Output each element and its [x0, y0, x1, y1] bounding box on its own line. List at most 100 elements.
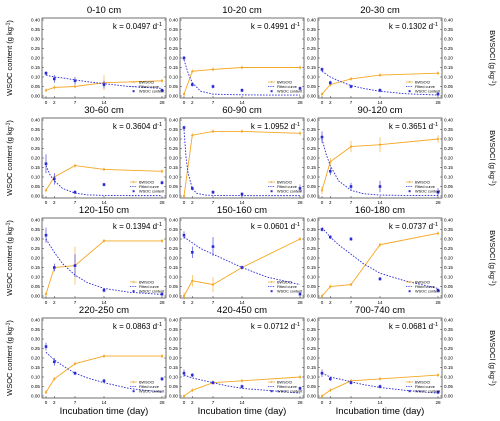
k-unit-superscript: -1: [433, 222, 438, 228]
point-bwsoc: [160, 355, 164, 358]
y-tick-label: 0.05: [31, 184, 40, 189]
y-tick-label-right: 0.05: [444, 384, 453, 389]
panel-title: 220-250 cm: [79, 305, 129, 316]
y-tick-label: 0.20: [31, 56, 40, 61]
point-wsoc: [320, 135, 324, 139]
x-tick-label: 14: [239, 100, 245, 105]
chart-panel-160-180-cm: 160-180 cm 0.00 0.00 0.05 0.05 0.10 0.10 0.15 0.…: [307, 205, 453, 305]
x-tick-label: 28: [159, 100, 165, 105]
point-wsoc: [160, 377, 164, 381]
y-tick-label: 0.10: [31, 75, 40, 80]
y-tick-label: 0.05: [169, 384, 178, 389]
y-tick-label: 0.20: [169, 156, 178, 161]
point-bwsoc: [182, 194, 186, 198]
k-unit-superscript: -1: [433, 322, 438, 328]
point-wsoc: [182, 56, 186, 60]
x-tick-label: 2: [53, 200, 56, 205]
y-tick-label: 0.20: [169, 356, 178, 361]
legend-label: BWSOCl: [277, 280, 292, 284]
point-wsoc: [240, 192, 244, 196]
point-bwsoc: [298, 375, 302, 379]
y-axis-label-left: WSOC content (g kg-1): [5, 120, 14, 196]
y-tick-label: 0.10: [307, 275, 316, 280]
y-tick-label: 0.05: [31, 84, 40, 89]
x-tick-label: 7: [212, 400, 215, 405]
y-tick-label: 0.25: [307, 346, 316, 351]
point-wsoc: [52, 266, 56, 269]
y-tick-label: 0.15: [169, 65, 178, 70]
y-tick-label-right: 0.00: [444, 194, 453, 199]
k-annotation: k = 0.4991 d-1: [251, 22, 300, 31]
y-tick-label-right: 0.15: [444, 265, 453, 270]
panel-title: 90-120 cm: [358, 105, 403, 116]
y-tick-label: 0.15: [31, 65, 40, 70]
y-tick-label: 0.40: [31, 318, 40, 323]
y-tick-label: 0.15: [307, 65, 316, 70]
k-unit-superscript: -1: [295, 122, 300, 128]
point-bwsoc: [211, 68, 215, 71]
x-tick-label: 7: [74, 300, 77, 305]
legend-label: Fitted curve: [277, 185, 297, 189]
point-wsoc: [349, 381, 353, 384]
legend-marker-bwsoc: [408, 381, 411, 383]
y-tick-label: 0.30: [31, 237, 40, 242]
legend-marker-bwsoc: [132, 281, 135, 283]
y-right-close: ): [488, 283, 497, 286]
plot-frame: [41, 217, 167, 299]
point-wsoc: [44, 233, 48, 237]
point-bwsoc: [320, 394, 324, 398]
point-bwsoc: [378, 74, 382, 77]
x-tick-label: 14: [377, 300, 383, 305]
x-tick-label: 7: [350, 400, 353, 405]
legend-label: Fitted curve: [139, 185, 159, 189]
y-tick-label: 0.20: [169, 256, 178, 261]
y-tick-label: 0.25: [31, 246, 40, 251]
legend-label: WSOC content: [139, 390, 165, 394]
y-tick-label: 0.25: [169, 246, 178, 251]
x-tick-label: 7: [74, 400, 77, 405]
point-bwsoc: [191, 70, 194, 73]
point-bwsoc: [349, 77, 353, 80]
k-annotation: k = 0.1302 d-1: [389, 22, 438, 31]
point-bwsoc: [436, 72, 440, 75]
point-wsoc: [44, 71, 48, 75]
x-tick-label: 28: [435, 100, 441, 105]
y-tick-label: 0.40: [307, 18, 316, 23]
panel-title: 160-180 cm: [355, 205, 405, 216]
chart-panel-30-60-cm: 30-60 cm 0.00 0.05 0.10 0.15 0.20 0.25 0.30 0.35…: [31, 105, 167, 205]
y-tick-label: 0.40: [307, 118, 316, 123]
point-wsoc: [240, 385, 244, 388]
y-tick-label: 0.20: [31, 356, 40, 361]
y-tick-label: 0.25: [169, 46, 178, 51]
y-tick-label: 0.15: [31, 165, 40, 170]
point-wsoc: [298, 187, 302, 190]
legend-label: WSOC content: [139, 90, 165, 94]
k-unit-superscript: -1: [295, 222, 300, 228]
point-wsoc: [160, 181, 164, 184]
point-wsoc: [52, 77, 56, 81]
y-tick-label: 0.35: [307, 227, 316, 232]
y-tick-label-right: 0.25: [444, 246, 453, 251]
y-tick-label: 0.40: [307, 218, 316, 223]
chart-panel-90-120-cm: 90-120 cm 0.00 0.00 0.05 0.05 0.10 0.10 0.15 0.1…: [307, 105, 453, 205]
panel-title: 20-30 cm: [360, 5, 400, 16]
y-tick-label: 0.25: [31, 346, 40, 351]
y-tick-label: 0.10: [31, 375, 40, 380]
k-annotation: k = 0.3604 d-1: [113, 122, 162, 131]
point-wsoc: [190, 83, 194, 86]
y-tick-label: 0.30: [307, 337, 316, 342]
point-wsoc: [320, 68, 324, 71]
panel-title: 10-20 cm: [222, 5, 262, 16]
legend-marker-bwsoc: [270, 381, 273, 383]
y-tick-label: 0.00: [31, 194, 40, 199]
y-tick-label-right: 0.10: [444, 175, 453, 180]
x-axis-label: Incubation time (day): [336, 406, 425, 417]
point-wsoc: [211, 85, 215, 88]
y-tick-label-right: 0.00: [444, 294, 453, 299]
point-bwsoc: [349, 145, 353, 148]
legend-label: BWSOCl: [415, 80, 430, 84]
legend-marker-wsoc: [270, 290, 273, 293]
